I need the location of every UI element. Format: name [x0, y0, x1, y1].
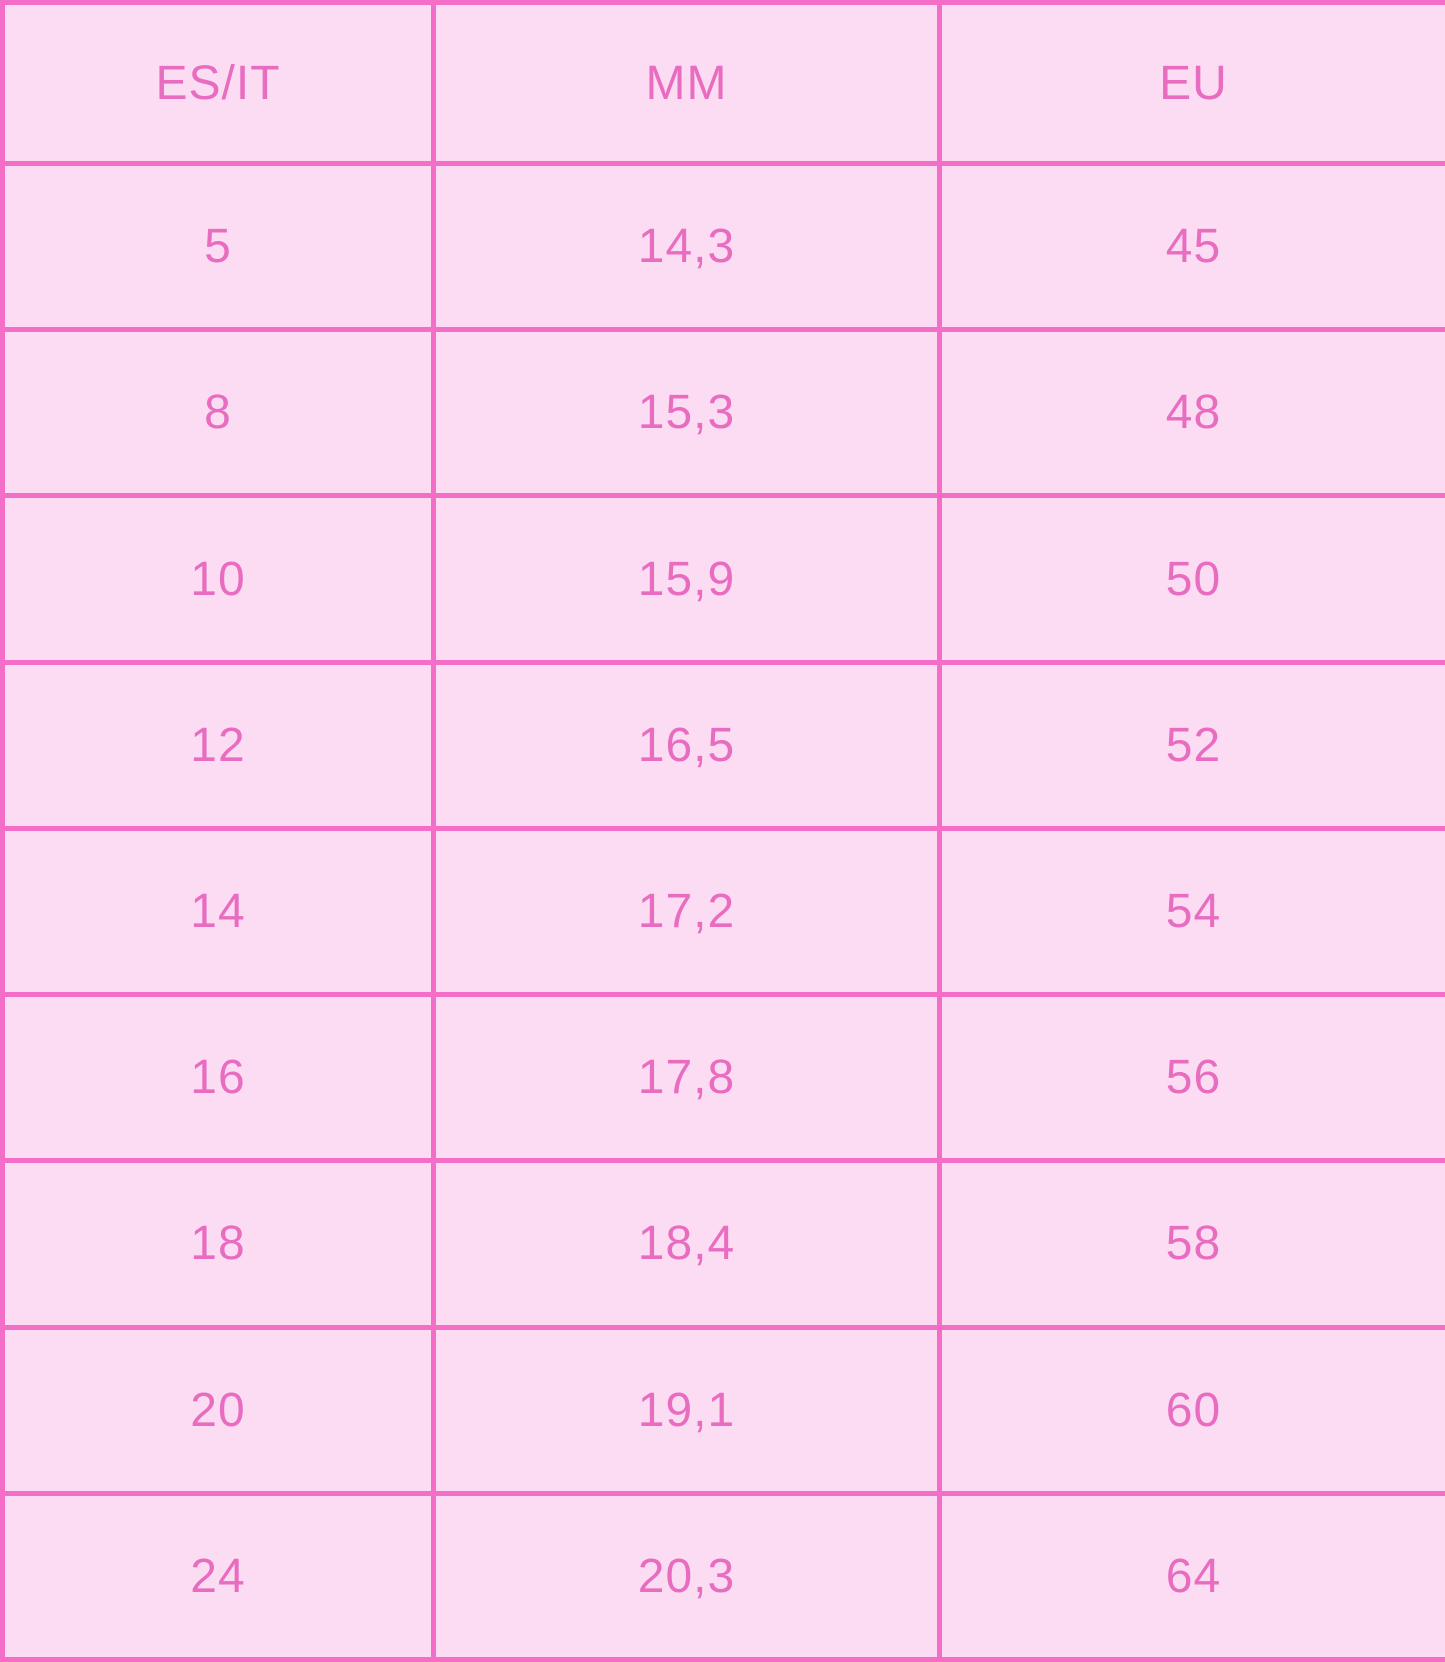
cell-mm: 17,8 [431, 992, 942, 1164]
cell-mm: 14,3 [431, 160, 942, 333]
cell-es-it: 20 [0, 1324, 436, 1496]
table-row: 14 17,2 54 [0, 825, 1445, 998]
table-row: 24 20,3 64 [0, 1490, 1445, 1662]
cell-eu: 50 [937, 493, 1445, 665]
cell-eu: 60 [937, 1324, 1445, 1496]
cell-mm: 17,2 [431, 825, 942, 998]
header-eu: EU [937, 0, 1445, 166]
table-row: 18 18,4 58 [0, 1158, 1445, 1330]
header-row: ES/IT MM EU [0, 0, 1445, 166]
header-es-it: ES/IT [0, 0, 436, 166]
cell-eu: 58 [937, 1158, 1445, 1330]
cell-eu: 52 [937, 659, 1445, 831]
cell-mm: 15,3 [431, 327, 942, 499]
cell-mm: 16,5 [431, 659, 942, 831]
cell-es-it: 10 [0, 493, 436, 665]
cell-es-it: 14 [0, 825, 436, 998]
table-row: 16 17,8 56 [0, 992, 1445, 1164]
header-mm: MM [431, 0, 942, 166]
cell-es-it: 8 [0, 327, 436, 499]
cell-es-it: 24 [0, 1490, 436, 1662]
cell-mm: 20,3 [431, 1490, 942, 1662]
cell-mm: 19,1 [431, 1324, 942, 1496]
table-row: 5 14,3 45 [0, 160, 1445, 333]
cell-es-it: 5 [0, 160, 436, 333]
cell-mm: 15,9 [431, 493, 942, 665]
cell-mm: 18,4 [431, 1158, 942, 1330]
cell-eu: 64 [937, 1490, 1445, 1662]
cell-eu: 45 [937, 160, 1445, 333]
cell-es-it: 12 [0, 659, 436, 831]
cell-eu: 54 [937, 825, 1445, 998]
table-row: 12 16,5 52 [0, 659, 1445, 831]
table-row: 20 19,1 60 [0, 1324, 1445, 1496]
table-row: 8 15,3 48 [0, 327, 1445, 499]
cell-es-it: 16 [0, 992, 436, 1164]
cell-eu: 48 [937, 327, 1445, 499]
cell-es-it: 18 [0, 1158, 436, 1330]
table-row: 10 15,9 50 [0, 493, 1445, 665]
cell-eu: 56 [937, 992, 1445, 1164]
